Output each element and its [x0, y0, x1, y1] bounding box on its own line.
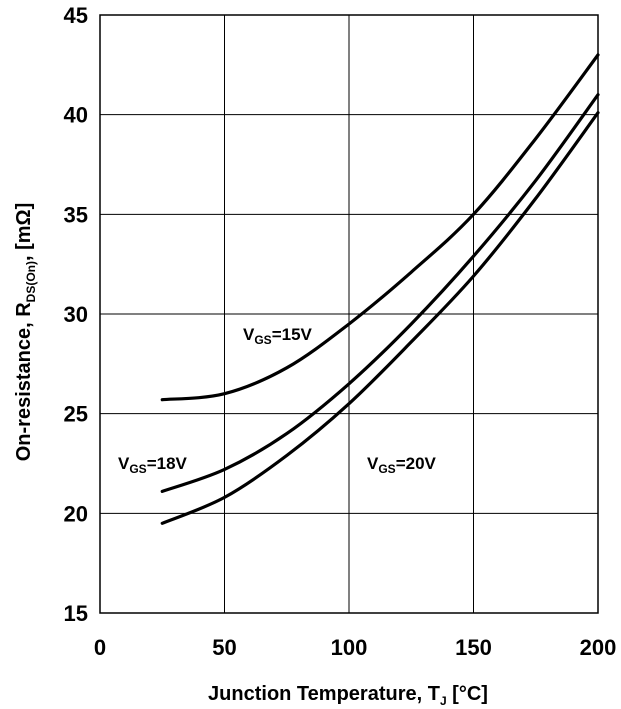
plot-frame: [99, 14, 599, 614]
y-tick-label: 30: [64, 302, 88, 327]
series-line-vgs15: [160, 53, 600, 402]
y-tick-labels: 15 20 25 30 35 40 45: [64, 3, 88, 626]
y-tick-label: 20: [64, 501, 88, 526]
x-tick-label: 50: [212, 635, 236, 660]
y-axis-title: On-resistance, RDS(On), [mΩ]: [13, 203, 38, 462]
y-tick-label: 35: [64, 202, 88, 227]
series-label-vgs18: VGS=18V: [118, 454, 188, 476]
series-label-vgs20: VGS=20V: [367, 454, 437, 476]
x-axis-title: Junction Temperature, TJ [°C]: [208, 683, 488, 708]
series-line-vgs18: [160, 93, 600, 494]
y-tick-label: 15: [64, 601, 88, 626]
x-tick-label: 100: [331, 635, 368, 660]
y-tick-label: 40: [64, 103, 88, 128]
y-tick-label: 45: [64, 3, 88, 28]
x-tick-labels: 0 50 100 150 200: [94, 635, 616, 660]
y-tick-label: 25: [64, 402, 88, 427]
grid-lines: [99, 14, 599, 614]
x-tick-label: 150: [455, 635, 492, 660]
series-label-vgs15: VGS=15V: [243, 325, 313, 347]
x-tick-label: 0: [94, 635, 106, 660]
series-line-vgs20: [160, 111, 600, 525]
series-group: [160, 53, 600, 525]
x-tick-label: 200: [580, 635, 617, 660]
